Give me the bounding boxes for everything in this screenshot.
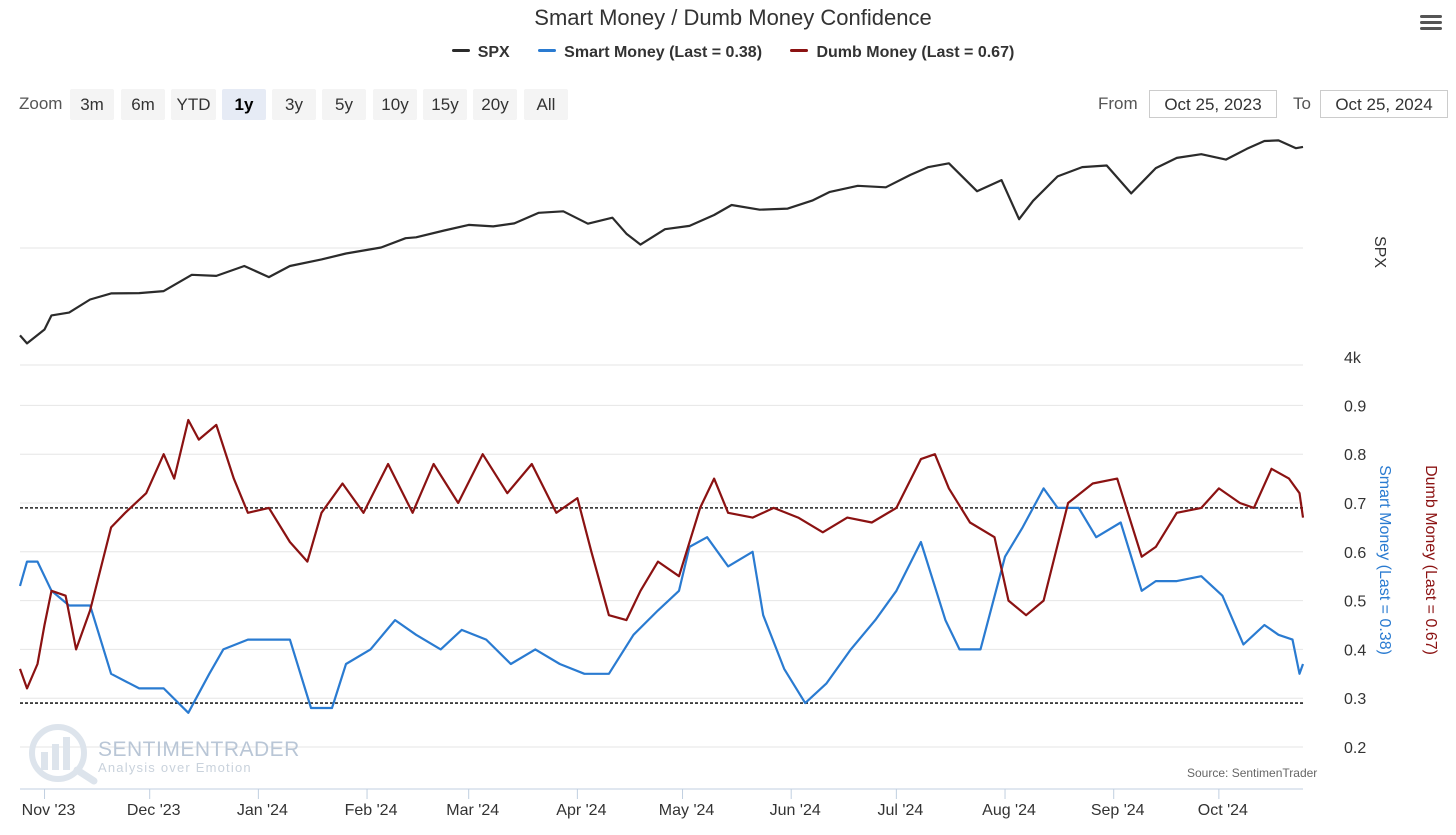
y-tick-label: 0.8 [1344,447,1366,464]
hamburger-icon-bar [1420,27,1442,30]
y-tick-label: 0.9 [1344,398,1366,415]
zoom-label: Zoom [19,94,63,113]
hamburger-icon-bar [1420,21,1442,24]
zoom-button-3y[interactable]: 3y [272,89,316,120]
zoom-button-10y[interactable]: 10y [373,89,417,120]
legend-item-dumb-money[interactable]: Dumb Money (Last = 0.67) [790,44,1014,62]
chart-title: Smart Money / Dumb Money Confidence [534,5,932,30]
x-tick-label: Apr '24 [556,802,606,819]
smart-money-axis-title: Smart Money (Last = 0.38) [1376,465,1393,655]
x-tick-label: Oct '24 [1198,802,1248,819]
y-tick-label: 0.3 [1344,691,1366,708]
zoom-button-all[interactable]: All [524,89,568,120]
x-tick-label: Jun '24 [770,802,821,819]
y-tick-label: 0.4 [1344,642,1366,659]
axes: Nov '23 Dec '23 Jan '24 Feb '24 Mar '24 Apr '… [20,236,1439,819]
dumb-money-axis-title: Dumb Money (Last = 0.67) [1422,465,1439,655]
legend-swatch-smart-money [538,49,557,53]
y-tick-label: 0.7 [1344,496,1366,513]
zoom-button-1y[interactable]: 1y [222,89,266,120]
x-tick-label: Sep '24 [1091,802,1145,819]
zoom-button-5y[interactable]: 5y [322,89,366,120]
chart-menu-button[interactable] [1418,12,1444,34]
spx-tick-label: 4k [1344,350,1362,367]
x-tick-label: Jul '24 [877,802,923,819]
legend-label-smart-money: Smart Money (Last = 0.38) [564,44,763,61]
sentimentrader-logo [29,724,98,785]
chart-legend: SPX Smart Money (Last = 0.38) Dumb Money… [0,44,1456,62]
zoom-button-15y[interactable]: 15y [423,89,467,120]
spx-axis-title: SPX [1371,236,1388,268]
from-date-input[interactable]: Oct 25, 2023 [1149,90,1277,118]
legend-item-smart-money[interactable]: Smart Money (Last = 0.38) [538,44,762,62]
legend-swatch-spx [451,49,470,53]
series-smart-money-line [18,487,1305,714]
y-tick-label: 0.6 [1344,545,1366,562]
watermark-tagline: Analysis over Emotion [98,760,252,775]
x-tick-label: May '24 [659,802,715,819]
zoom-button-3m[interactable]: 3m [70,89,114,120]
x-tick-label: Nov '23 [22,802,76,819]
x-tick-label: Mar '24 [446,802,499,819]
x-tick-label: Feb '24 [345,802,398,819]
y-tick-label: 0.5 [1344,594,1366,611]
zoom-button-ytd[interactable]: YTD [171,89,216,120]
legend-item-spx[interactable]: SPX [451,44,510,62]
plot-area [18,139,1305,714]
x-tick-label: Aug '24 [982,802,1036,819]
series-dumb-money-line [18,418,1305,690]
to-date-input[interactable]: Oct 25, 2024 [1320,90,1448,118]
x-tick-label: Jan '24 [237,802,288,819]
from-label: From [1098,94,1138,113]
y-tick-label: 0.2 [1344,740,1366,757]
zoom-button-20y[interactable]: 20y [473,89,517,120]
grid-lines [20,247,1303,748]
legend-label-dumb-money: Dumb Money (Last = 0.67) [816,44,1015,61]
x-tick-label: Dec '23 [127,802,181,819]
legend-swatch-dumb-money [790,49,809,53]
watermark-brand: SENTIMENTRADER [98,738,300,761]
zoom-button-6m[interactable]: 6m [121,89,165,120]
legend-label-spx: SPX [477,44,510,61]
source-credit: Source: SentimenTrader [1187,766,1318,780]
to-label: To [1293,94,1311,113]
hamburger-icon [1420,15,1442,18]
series-spx-line [19,139,1304,345]
